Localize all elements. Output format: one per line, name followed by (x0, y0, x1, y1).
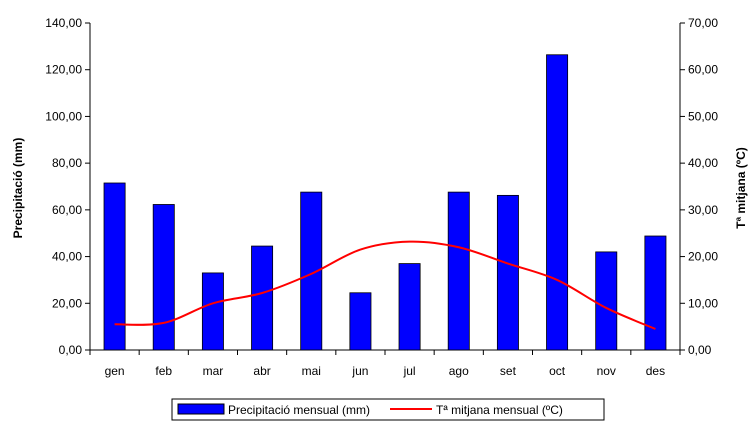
x-category-label: ago (449, 364, 469, 378)
x-category-label: feb (155, 364, 172, 378)
x-category-label: abr (253, 364, 270, 378)
x-category-label: jul (403, 364, 416, 378)
x-category-label: nov (597, 364, 616, 378)
x-category-label: jun (351, 364, 368, 378)
x-category-label: mar (203, 364, 224, 378)
precipitation-bar (447, 191, 470, 351)
x-category-label: des (646, 364, 665, 378)
chart-axes (85, 22, 685, 355)
right-tick-label: 0,00 (688, 343, 712, 357)
precipitation-bar (201, 272, 224, 351)
precipitation-bar (251, 245, 274, 351)
left-tick-label: 60,00 (52, 203, 82, 217)
temperature-line-group (114, 240, 656, 330)
precipitation-bar (103, 182, 126, 351)
x-category-label: gen (105, 364, 125, 378)
left-tick-label: 80,00 (52, 156, 82, 170)
left-tick-label: 140,00 (45, 16, 82, 30)
legend-swatch-precipitation (177, 403, 225, 415)
precipitation-bars (103, 54, 667, 351)
precipitation-bar (349, 292, 372, 351)
legend-label-precipitation: Precipitació mensual (mm) (228, 403, 370, 417)
precipitation-bar (398, 263, 421, 351)
left-tick-label: 120,00 (45, 63, 82, 77)
temperature-line (114, 240, 656, 330)
precipitation-bar (300, 191, 323, 351)
right-tick-label: 60,00 (688, 63, 718, 77)
chart-legend: Precipitació mensual (mm) Tª mitjana men… (171, 398, 605, 421)
left-tick-label: 0,00 (59, 343, 83, 357)
precipitation-bar (595, 251, 618, 351)
tick-labels: 0,00 20,00 40,00 60,00 80,00 100,00 120,00 140,… (45, 16, 718, 378)
left-tick-label: 40,00 (52, 250, 82, 264)
right-axis-title: Tª mitjana (ºC) (734, 147, 748, 229)
x-category-label: mai (302, 364, 321, 378)
right-tick-label: 30,00 (688, 203, 718, 217)
precipitation-bar (152, 204, 175, 351)
right-tick-label: 20,00 (688, 250, 718, 264)
right-tick-label: 70,00 (688, 16, 718, 30)
x-category-label: oct (549, 364, 566, 378)
right-tick-label: 10,00 (688, 296, 718, 310)
left-axis-title: Precipitació (mm) (11, 138, 25, 239)
left-tick-label: 100,00 (45, 109, 82, 123)
precipitation-bar (644, 235, 667, 351)
right-tick-label: 40,00 (688, 156, 718, 170)
legend-frame (171, 398, 605, 421)
precipitation-bar (496, 194, 519, 351)
x-category-label: set (500, 364, 517, 378)
legend-label-temperature: Tª mitjana mensual (ºC) (436, 403, 563, 417)
right-tick-label: 50,00 (688, 109, 718, 123)
left-tick-label: 20,00 (52, 296, 82, 310)
precipitation-bar (546, 54, 569, 351)
